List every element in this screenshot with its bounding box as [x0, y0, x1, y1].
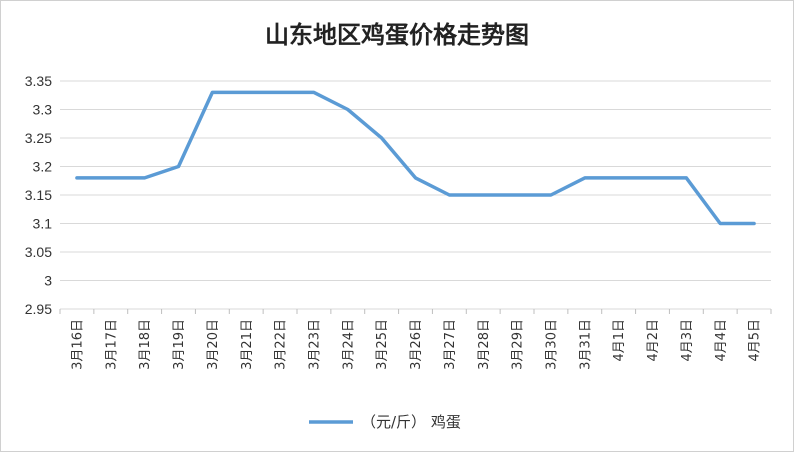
- x-tick-label: 3月25日: [375, 319, 390, 370]
- x-tick-label: 4月3日: [680, 319, 695, 362]
- x-tick-label: 3月28日: [477, 319, 492, 370]
- x-tick-label: 3月21日: [240, 319, 255, 370]
- series-line-0: [75, 90, 756, 226]
- x-tick-label: 3月31日: [578, 319, 593, 370]
- y-tick-label: 2.95: [25, 301, 52, 317]
- x-tick-label: 3月26日: [409, 319, 424, 370]
- x-tick-label: 3月20日: [206, 319, 221, 370]
- chart-title: 山东地区鸡蛋价格走势图: [265, 20, 529, 49]
- y-tick-label: 3.25: [25, 130, 52, 146]
- y-tick-label: 3.2: [33, 159, 53, 175]
- x-tick-label: 4月5日: [748, 319, 763, 362]
- x-tick-label: 4月1日: [612, 319, 627, 362]
- y-tick-label: 3.15: [25, 187, 52, 203]
- y-tick-label: 3.35: [25, 73, 52, 89]
- x-tick-label: 3月23日: [307, 319, 322, 370]
- y-tick-label: 3: [44, 273, 52, 289]
- y-tick-label: 3.3: [33, 102, 53, 118]
- x-tick-label: 3月22日: [274, 319, 289, 370]
- x-tick-label: 3月27日: [443, 319, 458, 370]
- x-tick-label: 3月17日: [104, 319, 119, 370]
- legend-label: （元/斤） 鸡蛋: [361, 413, 461, 431]
- x-tick-label: 3月29日: [511, 319, 526, 370]
- x-tick-label: 4月4日: [714, 319, 729, 362]
- x-tick-label: 3月16日: [70, 319, 85, 370]
- x-tick-label: 3月18日: [138, 319, 153, 370]
- x-tick-label: 3月19日: [172, 319, 187, 370]
- y-tick-label: 3.1: [33, 216, 53, 232]
- x-tick-label: 3月24日: [341, 319, 356, 370]
- y-tick-label: 3.05: [25, 244, 52, 260]
- x-tick-label: 3月30日: [544, 319, 559, 370]
- x-tick-label: 4月2日: [646, 319, 661, 362]
